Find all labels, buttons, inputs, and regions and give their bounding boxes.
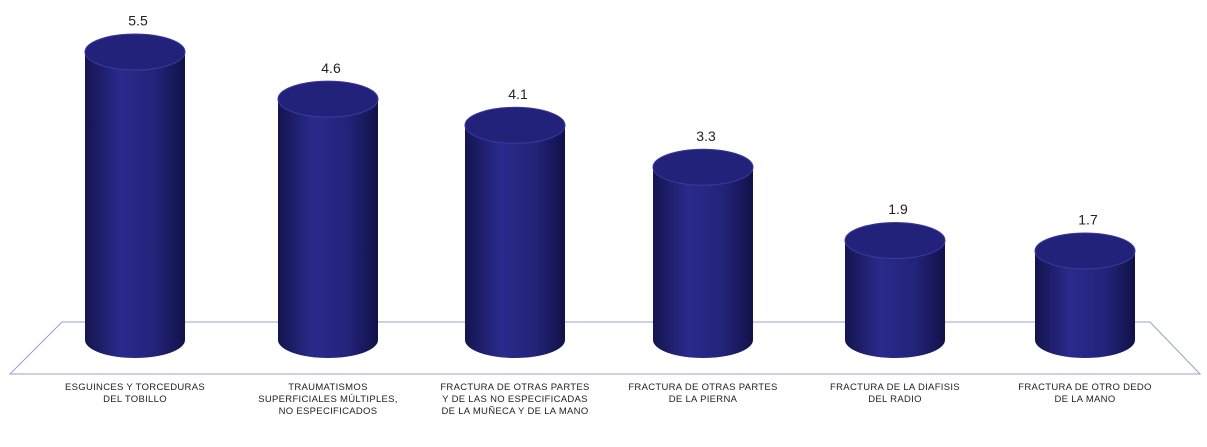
bar-top [844,222,946,260]
value-label: 1.7 [1078,212,1098,228]
bar-top [1034,232,1136,270]
x-tick-label: ESGUINCES Y TORCEDURAS DEL TOBILLO [65,382,205,405]
bar-top [464,106,566,144]
bar-top [84,33,186,71]
bar [1035,250,1135,358]
x-tick-label: FRACTURA DE OTRAS PARTES DE LA PIERNA [628,382,778,405]
value-label: 5.5 [128,13,148,29]
value-label: 3.3 [696,128,716,144]
bar [278,99,378,359]
value-label: 4.1 [508,86,528,102]
x-tick-label: FRACTURA DE LA DIAFISIS DEL RADIO [830,382,960,405]
value-label: 1.9 [888,201,908,217]
bar [845,240,945,358]
bar-top [277,80,379,118]
bar [653,167,753,358]
value-label: 4.6 [321,60,341,76]
floor [8,321,1202,375]
x-tick-label: TRAUMATISMOS SUPERFICIALES MÚLTIPLES, NO… [258,382,398,417]
bar-top [652,148,754,186]
x-tick-label: FRACTURA DE OTRO DEDO DE LA MANO [1018,382,1152,405]
bar [465,125,565,359]
x-tick-label: FRACTURA DE OTRAS PARTES Y DE LAS NO ESP… [440,382,590,417]
bar [85,52,185,358]
